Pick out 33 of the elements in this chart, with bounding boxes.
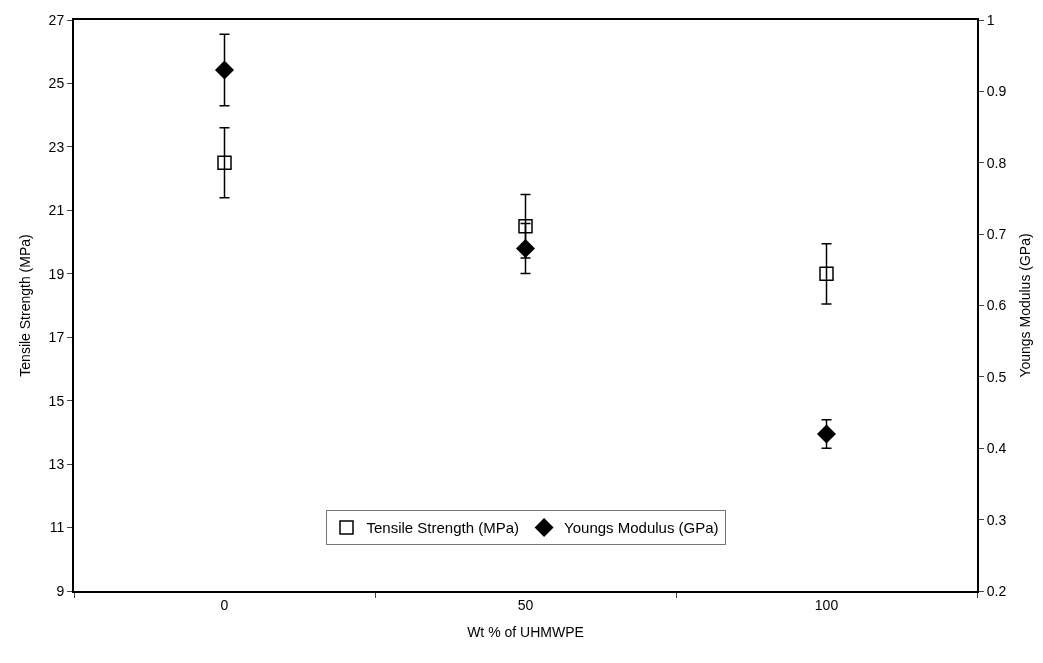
point — [516, 239, 535, 258]
y2-tick-label: 1 — [986, 11, 995, 28]
y-tick-label: 21 — [48, 202, 65, 219]
y-tick-label: 17 — [48, 329, 65, 346]
y-tick-label: 19 — [48, 265, 65, 282]
point — [518, 218, 533, 234]
x-tick-label: 50 — [517, 596, 534, 613]
point — [215, 60, 234, 80]
x-tick-label: 100 — [814, 596, 839, 613]
x-tick-label: 0 — [220, 596, 229, 613]
y-tick-label: 13 — [48, 456, 65, 473]
y-tick-label: 25 — [48, 75, 65, 92]
y2-tick-label: 0.5 — [986, 368, 1007, 385]
y2-tick-label: 0.3 — [986, 511, 1007, 528]
y-tick-label: 23 — [48, 138, 65, 155]
y2-tick-label: 0.7 — [986, 226, 1007, 243]
y2-tick-label: 0.8 — [986, 154, 1007, 171]
y2-axis-title: Youngs Modulus (GPa) — [1017, 233, 1034, 378]
y-tick-label: 15 — [48, 392, 65, 409]
point — [819, 266, 834, 282]
y-axis-title: Tensile Strength (MPa) — [16, 234, 33, 377]
y-tick-label: 11 — [49, 519, 65, 536]
y2-tick-label: 0.6 — [986, 297, 1007, 314]
y2-tick-label: 0.2 — [986, 582, 1007, 599]
y2-tick-label: 0.4 — [986, 440, 1007, 457]
y-tick-label: 27 — [48, 11, 65, 28]
point — [217, 155, 232, 170]
legend-label: Tensile Strength (MPa) — [366, 519, 520, 537]
y-tick-label: 9 — [56, 582, 65, 599]
y2-tick-label: 0.9 — [986, 83, 1007, 100]
legend-label: Youngs Modulus (GPa) — [564, 519, 719, 537]
x-axis-title: Wt % of UHMWPE — [467, 623, 584, 640]
point — [817, 424, 836, 444]
